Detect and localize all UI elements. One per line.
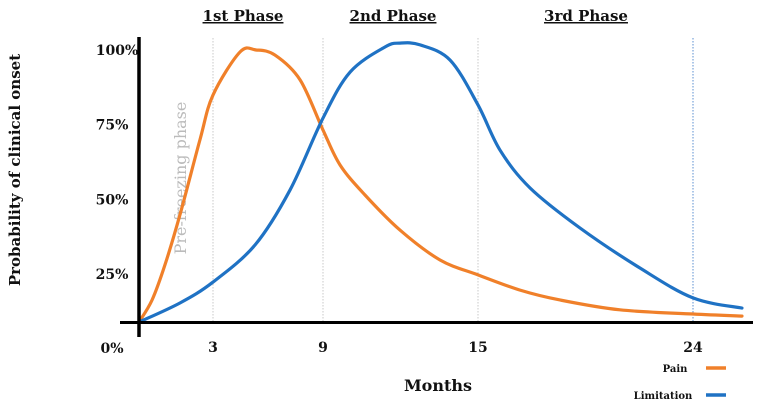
x-tick-label: 24 (683, 340, 703, 356)
y-tick-label: 50% (96, 192, 129, 208)
y-axis-label: Probability of clinical onset (6, 54, 24, 286)
phase-label-3: 3rd Phase (544, 7, 628, 25)
legend-label-limitation: Limitation (634, 391, 693, 402)
x-tick-label: 3 (208, 340, 218, 356)
y-tick-label: 25% (96, 267, 129, 283)
pre-freezing-annotation: Pre-freezing phase (171, 102, 190, 255)
series-line-pain (137, 46, 744, 324)
x-tick-label: 15 (468, 340, 487, 356)
y-tick-label: 0% (100, 341, 123, 357)
y-tick-label: 100% (96, 43, 139, 59)
series-line-limitation (137, 41, 744, 324)
phase-label-2: 2nd Phase (350, 7, 437, 25)
x-axis-label: Months (404, 376, 472, 395)
y-tick-label: 75% (96, 118, 129, 134)
x-tick-label: 9 (318, 340, 328, 356)
legend-label-pain: Pain (663, 364, 689, 375)
phase-label-1: 1st Phase (203, 7, 284, 25)
